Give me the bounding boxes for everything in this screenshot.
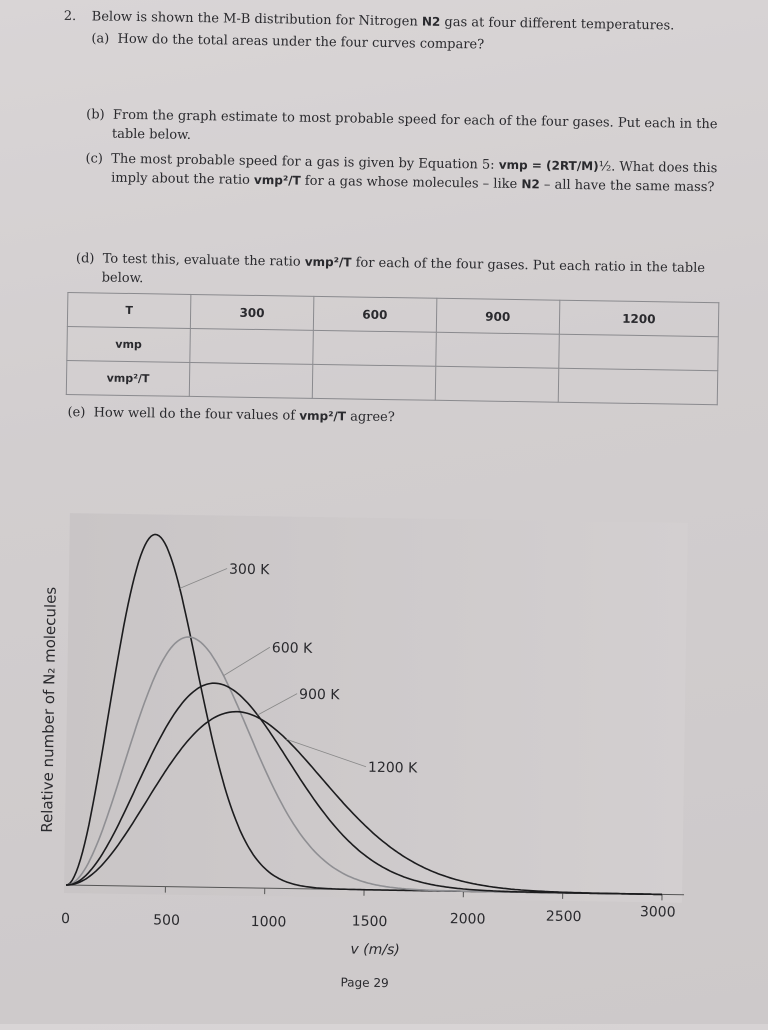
x-tick-label: 2000 (450, 911, 486, 928)
series-label: 900 K (299, 687, 340, 704)
x-tick-label: 500 (153, 912, 180, 928)
x-axis-label: v (m/s) (350, 942, 400, 959)
curve-leader-line (258, 693, 298, 716)
x-tick-label: 1500 (352, 914, 388, 931)
curve-300k (66, 533, 667, 894)
curve-leader-line (286, 739, 366, 766)
series-label: 600 K (272, 640, 313, 657)
x-tick-label: 3000 (640, 904, 676, 921)
x-tick-label: 2500 (546, 909, 582, 926)
curve-leader-line (180, 568, 227, 589)
series-label: 300 K (229, 562, 270, 579)
curve-1200k (66, 709, 665, 894)
curve-leader-line (224, 647, 270, 677)
series-label: 1200 K (368, 760, 418, 777)
curve-900k (66, 681, 665, 895)
page-number: Page 29 (340, 975, 388, 990)
x-tick-label: 0 (61, 911, 70, 927)
x-tick-label: 1000 (251, 914, 287, 931)
